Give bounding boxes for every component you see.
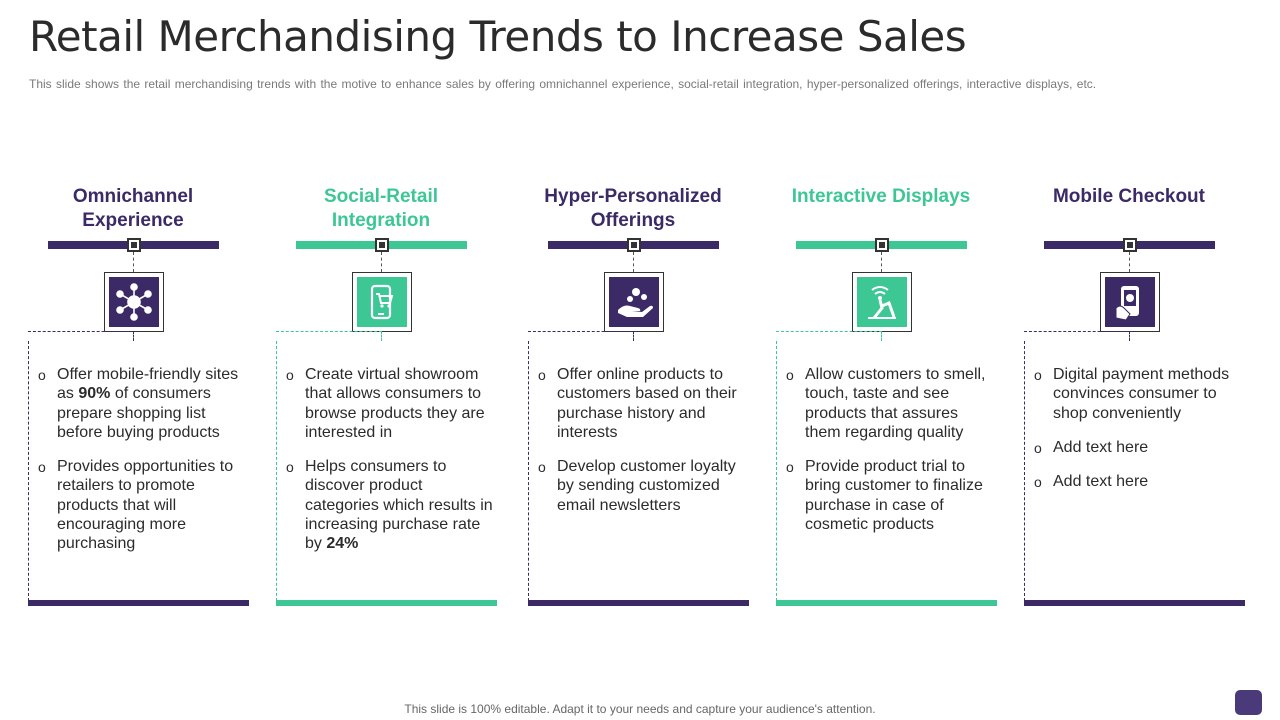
bullet-text: Develop customer loyalty by sending cust… (557, 458, 736, 514)
bullet-marker: o (1034, 439, 1042, 456)
bullet-item: o Provides opportunities to retailers to … (38, 457, 246, 553)
bullet-text: Offer online products to customers based… (557, 366, 737, 441)
icon-frame (352, 272, 412, 332)
bullet-list: o Offer mobile-friendly sites as 90% of c… (38, 365, 246, 569)
icon-frame (604, 272, 664, 332)
bullet-item: o Develop customer loyalty by sending cus… (538, 457, 746, 515)
bullet-item: o Provide product trial to bring customer… (786, 457, 994, 534)
trend-column: Interactive Displays o Allow customers to… (776, 0, 997, 720)
bullet-text: Create virtual showroom that allows cons… (305, 366, 485, 441)
bullet-list: o Digital payment methods convinces consu… (1034, 365, 1242, 506)
slide-subtitle: This slide shows the retail merchandisin… (29, 77, 1097, 91)
side-dashed-line (1024, 341, 1025, 601)
side-dashed-line (28, 341, 29, 601)
bullet-marker: o (786, 367, 794, 383)
side-dashed-line (776, 341, 777, 601)
bullet-text: Helps consumers to discover product cate… (305, 458, 493, 553)
bullet-marker: o (538, 459, 546, 476)
bullet-highlight: 24% (326, 535, 359, 553)
frame-connector (528, 331, 634, 341)
trend-column: Social-Retail Integration o Create virtua… (276, 0, 497, 720)
trend-column: Mobile Checkout o Digital payment methods… (1024, 0, 1245, 720)
side-dashed-line (528, 341, 529, 601)
bullet-text: Provides opportunities to retailers to p… (57, 458, 234, 553)
bullet-marker: o (1034, 474, 1042, 491)
connector-line (1129, 252, 1130, 272)
hand-offering-icon (609, 277, 659, 327)
bullet-marker: o (286, 367, 294, 383)
bottom-bar (1024, 600, 1245, 606)
column-heading: Omnichannel Experience (72, 186, 194, 231)
trend-column: Omnichannel Experience o Offer mobile-fri… (28, 0, 249, 720)
bullet-text: Provide product trial to bring customer … (805, 458, 983, 534)
network-hub-icon (109, 277, 159, 327)
corner-badge (1235, 690, 1262, 715)
bullet-item: o Helps consumers to discover product cat… (286, 457, 494, 553)
frame-connector (776, 331, 882, 341)
column-heading: Mobile Checkout (1052, 186, 1205, 207)
bottom-bar (28, 600, 249, 606)
slide-title: Retail Merchandising Trends to Increase … (29, 12, 967, 61)
bullet-text: Offer mobile-friendly sites as (57, 366, 239, 403)
mobile-payment-icon (1105, 277, 1155, 327)
column-heading: Interactive Displays (791, 186, 971, 207)
bullet-marker: o (1034, 367, 1042, 383)
icon-frame (104, 272, 164, 332)
bar-node-marker (375, 238, 389, 252)
bullet-item: o Digital payment methods convinces consu… (1034, 365, 1242, 423)
bullet-item: o Add text here (1034, 438, 1242, 457)
trend-column: Hyper-Personalized Offerings o Offer onli… (528, 0, 749, 720)
connector-line (133, 252, 134, 272)
bullet-text-tail: of consumers prepare shopping list befor… (57, 385, 220, 441)
touch-display-icon (857, 277, 907, 327)
bullet-item: o Add text here (1034, 472, 1242, 491)
bullet-text: Add text here (1053, 473, 1149, 491)
bullet-marker: o (38, 367, 46, 383)
bullet-item: o Allow customers to smell, touch, taste … (786, 365, 994, 442)
column-heading: Social-Retail Integration (323, 186, 439, 231)
bullet-list: o Offer online products to customers base… (538, 365, 746, 530)
bullet-item: o Offer mobile-friendly sites as 90% of c… (38, 365, 246, 442)
icon-frame (1100, 272, 1160, 332)
bar-node-marker (627, 238, 641, 252)
bar-node-marker (127, 238, 141, 252)
column-heading: Hyper-Personalized Offerings (544, 186, 722, 231)
bottom-bar (528, 600, 749, 606)
bullet-highlight: 90% (78, 385, 111, 403)
bullet-text: Digital payment methods convinces consum… (1053, 366, 1230, 422)
frame-connector (28, 331, 134, 341)
icon-frame (852, 272, 912, 332)
bullet-text: Add text here (1053, 438, 1149, 456)
bottom-bar (776, 600, 997, 606)
bar-node-marker (1123, 238, 1137, 252)
bullet-marker: o (786, 459, 794, 476)
bullet-item: o Create virtual showroom that allows con… (286, 365, 494, 442)
bullet-list: o Create virtual showroom that allows con… (286, 365, 494, 569)
bullet-marker: o (286, 459, 294, 476)
connector-line (881, 252, 882, 272)
bullet-list: o Allow customers to smell, touch, taste … (786, 365, 994, 549)
footer-note: This slide is 100% editable. Adapt it to… (404, 702, 876, 716)
frame-connector (276, 331, 382, 341)
bullet-item: o Offer online products to customers base… (538, 365, 746, 442)
bullet-text: Allow customers to smell, touch, taste a… (805, 366, 986, 441)
mobile-shopping-cart-icon (357, 277, 407, 327)
bottom-bar (276, 600, 497, 606)
frame-connector (1024, 331, 1130, 341)
bullet-marker: o (38, 459, 46, 476)
bar-node-marker (875, 238, 889, 252)
connector-line (633, 252, 634, 272)
side-dashed-line (276, 341, 277, 601)
bullet-marker: o (538, 367, 546, 383)
connector-line (381, 252, 382, 272)
